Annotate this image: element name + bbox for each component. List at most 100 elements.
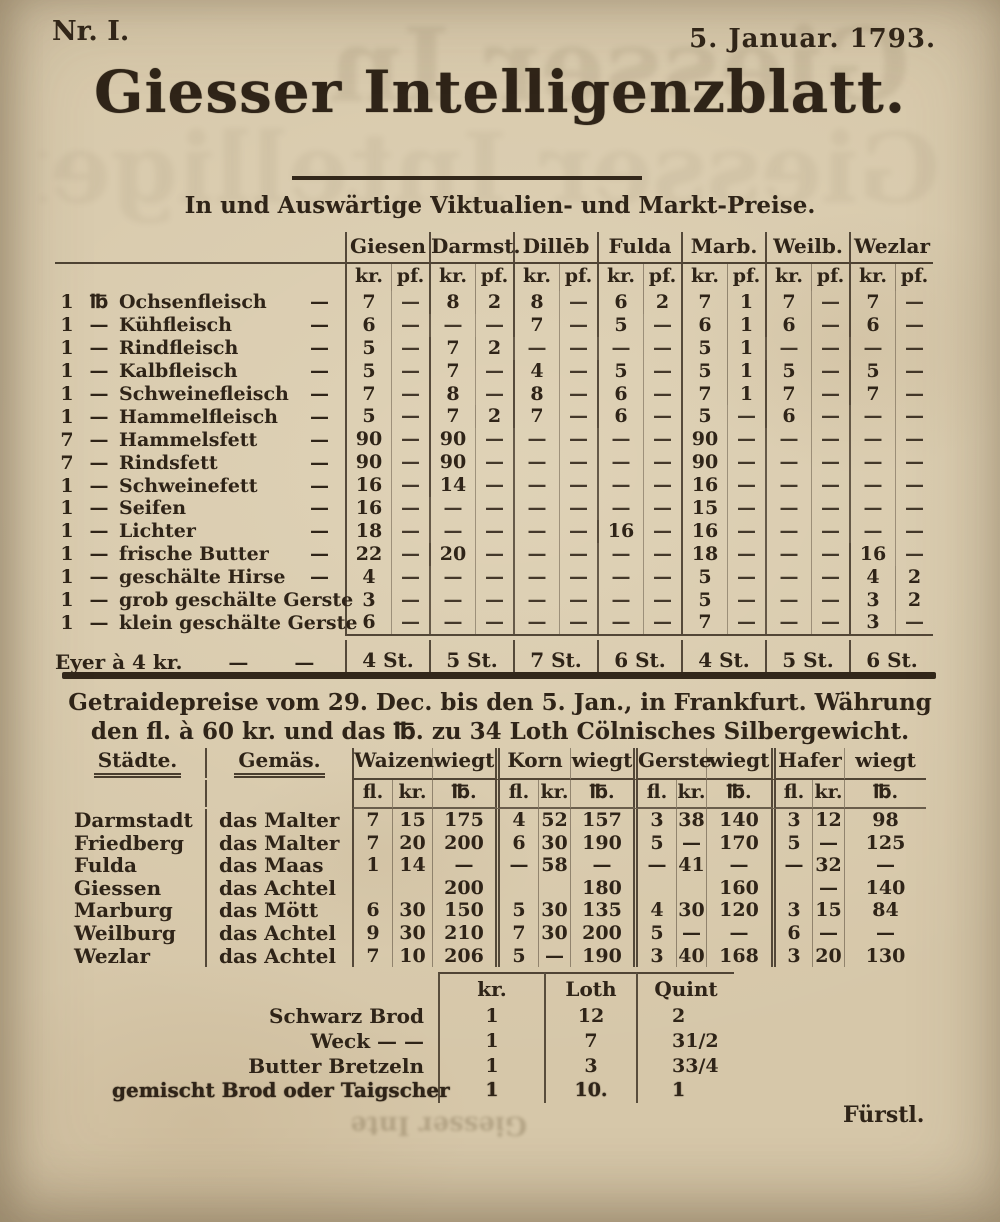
eggs-count-cell: 4 St.: [681, 640, 765, 675]
grain-price-cell: 3: [650, 809, 664, 831]
grain-measure-header-text: Gemäs.: [234, 748, 325, 778]
grain-price-cell: 130: [844, 944, 926, 968]
price-cell: —: [391, 542, 429, 566]
price-cell: —: [765, 474, 811, 498]
grain-city-cell: Fulda: [74, 853, 137, 878]
bread-kr-cell: 1: [438, 1053, 544, 1079]
price-cell: 16: [597, 519, 643, 543]
grain-city-cell: Friedberg: [74, 830, 184, 855]
price-cell: —: [559, 313, 597, 337]
bread-header-spacer: [112, 972, 438, 1004]
price-cell: —: [429, 611, 475, 635]
price-cell: —: [849, 336, 895, 360]
grain-measure-cell: das Malter: [205, 809, 352, 832]
market-row-label: 1 — klein geschälte Gerste: [55, 611, 357, 634]
grain-price-cell: 170: [706, 831, 776, 855]
market-row-label: 1 — Kühfleisch —: [55, 314, 345, 337]
price-cell: —: [765, 611, 811, 635]
grain-price-cell: [352, 876, 392, 900]
row-unit: ℔: [89, 291, 109, 314]
price-cell: 6: [849, 313, 895, 337]
bread-quint-header: Quint: [636, 972, 734, 1004]
price-cell: —: [811, 382, 849, 406]
market-row-label: 1 — frische Butter —: [55, 543, 345, 566]
grain-price-table: Städte. Gemäs. Waizen wiegt Korn wiegt Gerste w…: [70, 748, 926, 968]
market-row-label: 1 — Schweinefett —: [55, 474, 345, 497]
eggs-count-cell: 5 St.: [429, 640, 513, 675]
grain-price-cell: 160: [706, 876, 776, 900]
price-cell: 1: [727, 359, 765, 383]
row-unit: —: [89, 405, 109, 428]
price-cell: 1: [727, 291, 765, 314]
price-cell: 15: [681, 497, 727, 520]
bread-quint-cell: 1: [636, 1078, 734, 1104]
price-cell: —: [597, 451, 643, 475]
price-cell: —: [391, 405, 429, 429]
grain-price-cell: 7: [512, 921, 526, 944]
row-trailing-dash: —: [310, 474, 329, 497]
grain-price-cell: 30: [538, 921, 570, 945]
price-cell: 7: [513, 405, 559, 429]
price-cell: 90: [345, 428, 391, 452]
grain-measure-cell: das Achtel: [205, 877, 352, 900]
price-cell: —: [513, 474, 559, 498]
bread-item-name: Butter Bretzeln: [248, 1053, 424, 1078]
grain-heading-line2: den fl. à 60 kr. und das ℔. zu 34 Loth C…: [90, 718, 910, 745]
price-cell: 4: [345, 565, 391, 589]
price-cell: 5: [681, 336, 727, 360]
market-row-label: 1 — Hammelfleisch —: [55, 405, 345, 428]
market-city-header: Giesen: [345, 232, 429, 264]
row-item-name: Kühfleisch: [119, 314, 232, 337]
section-divider-rule: [62, 672, 936, 679]
grain-price-cell: 30: [392, 921, 432, 945]
grain-crop-header: Gerste: [638, 748, 712, 780]
price-cell: —: [559, 291, 597, 314]
grain-price-cell: 7: [352, 944, 392, 968]
market-pf-header: pf.: [811, 264, 849, 291]
grain-measure-cell: das Malter: [205, 831, 352, 855]
price-cell: 6: [345, 611, 391, 635]
price-cell: —: [811, 451, 849, 475]
grain-price-cell: 200: [432, 831, 500, 855]
market-row-label: 1 — Schweinefleisch —: [55, 383, 345, 406]
price-cell: 2: [895, 565, 933, 589]
price-cell: 2: [475, 291, 513, 314]
price-cell: 8: [513, 382, 559, 406]
price-cell: —: [391, 497, 429, 520]
grain-price-cell: 1: [352, 854, 392, 877]
grain-price-cell: 30: [392, 899, 432, 922]
row-quantity: 1: [60, 405, 74, 428]
price-cell: —: [811, 359, 849, 383]
price-cell: —: [895, 313, 933, 337]
grain-price-cell: —: [538, 944, 570, 968]
price-cell: —: [895, 428, 933, 452]
price-cell: —: [727, 428, 765, 452]
price-cell: —: [475, 588, 513, 612]
market-header-spacer: [55, 232, 345, 264]
price-cell: 7: [429, 405, 475, 429]
price-cell: —: [597, 542, 643, 566]
price-cell: —: [391, 611, 429, 635]
price-cell: —: [597, 336, 643, 360]
grain-price-cell: 3: [787, 944, 801, 967]
eggs-count-cell: 5 St.: [765, 640, 849, 675]
grain-price-cell: 6: [352, 899, 392, 922]
price-cell: —: [811, 474, 849, 498]
grain-wiegt-header: wiegt: [844, 748, 926, 780]
grain-price-cell: 98: [844, 809, 926, 832]
price-cell: —: [727, 451, 765, 475]
price-cell: —: [475, 451, 513, 475]
market-row-label: 1 ℔ Ochsenfleisch —: [55, 291, 345, 314]
grain-price-cell: 5: [787, 831, 801, 854]
price-cell: —: [765, 519, 811, 543]
price-cell: —: [559, 336, 597, 360]
row-item-name: grob geschälte Gerste: [119, 589, 354, 612]
price-cell: —: [559, 405, 597, 429]
price-cell: 16: [681, 519, 727, 543]
price-cell: 16: [681, 474, 727, 498]
grain-price-cell: 200: [570, 921, 638, 945]
row-item-name: Kalbfleisch: [119, 360, 238, 383]
bread-item-name: Schwarz Brod: [269, 1004, 424, 1028]
grain-price-cell: 140: [706, 809, 776, 832]
grain-price-cell: 52: [538, 809, 570, 832]
